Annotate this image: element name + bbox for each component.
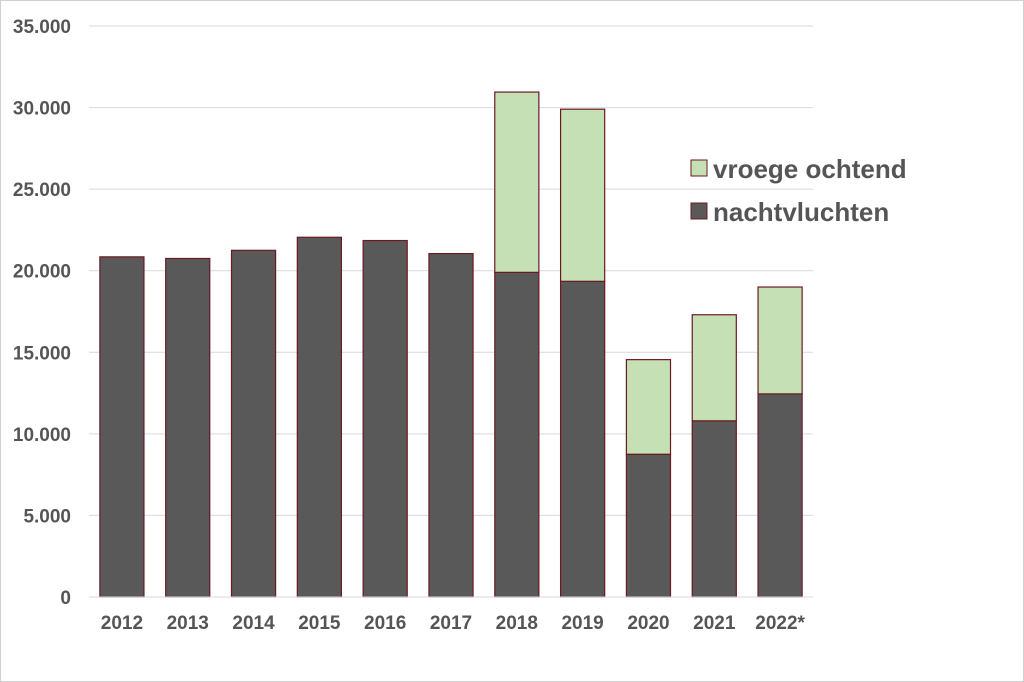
y-tick-label: 5.000 xyxy=(23,506,71,527)
bar-nachtvluchten-2019 xyxy=(559,280,606,598)
x-tick-label: 2015 xyxy=(298,613,341,634)
x-tick-label: 2022* xyxy=(755,613,805,634)
bar-nachtvluchten-2022 xyxy=(757,393,803,598)
y-tick-label: 15.000 xyxy=(13,343,71,364)
bar-vroege-ochtend-2020 xyxy=(625,359,672,455)
x-tick-label: 2018 xyxy=(496,613,538,634)
legend-swatch-nachtvluchten xyxy=(690,202,708,220)
x-tick-label: 2021 xyxy=(693,613,736,634)
y-tick-label: 20.000 xyxy=(13,262,71,283)
y-tick-label: 25.000 xyxy=(13,180,71,201)
legend-label-nachtvluchten: nachtvluchten xyxy=(713,197,889,227)
bar-vroege-ochtend-2021 xyxy=(691,314,737,422)
bar-nachtvluchten-2014 xyxy=(230,249,277,598)
x-tick-label: 2012 xyxy=(101,613,143,634)
y-tick-label: 0 xyxy=(60,588,71,609)
bar-nachtvluchten-2015 xyxy=(296,236,343,598)
x-tick-label: 2020 xyxy=(627,613,669,634)
bar-vroege-ochtend-2019 xyxy=(559,108,606,282)
y-tick-label: 10.000 xyxy=(13,425,71,446)
x-tick-label: 2014 xyxy=(232,613,275,634)
x-axis-ticks: 2012 2013 2014 2015 2016 2017 2018 2019 2020 2021… xyxy=(101,613,806,634)
bar-vroege-ochtend-2018 xyxy=(494,91,540,273)
y-axis-ticks: 0 5.000 10.000 15.000 20.000 25.000 30.000 35.0… xyxy=(13,17,71,609)
x-tick-label: 2019 xyxy=(561,613,603,634)
legend: vroege ochtend nachtvluchten xyxy=(690,154,907,227)
x-tick-label: 2013 xyxy=(167,613,209,634)
legend-swatch-vroege-ochtend xyxy=(690,159,708,177)
bar-nachtvluchten-2017 xyxy=(428,252,474,598)
y-tick-label: 30.000 xyxy=(13,99,71,120)
x-tick-label: 2017 xyxy=(430,613,472,634)
bar-nachtvluchten-2012 xyxy=(99,256,145,598)
legend-label-vroege-ochtend: vroege ochtend xyxy=(713,154,907,184)
bars xyxy=(99,91,803,598)
bar-vroege-ochtend-2022 xyxy=(757,286,803,395)
bar-nachtvluchten-2016 xyxy=(362,239,408,598)
bar-nachtvluchten-2018 xyxy=(494,271,540,598)
y-tick-label: 35.000 xyxy=(13,17,71,38)
bar-nachtvluchten-2013 xyxy=(165,257,211,598)
bar-nachtvluchten-2021 xyxy=(691,420,737,598)
x-tick-label: 2016 xyxy=(364,613,406,634)
bar-nachtvluchten-2020 xyxy=(625,453,672,598)
